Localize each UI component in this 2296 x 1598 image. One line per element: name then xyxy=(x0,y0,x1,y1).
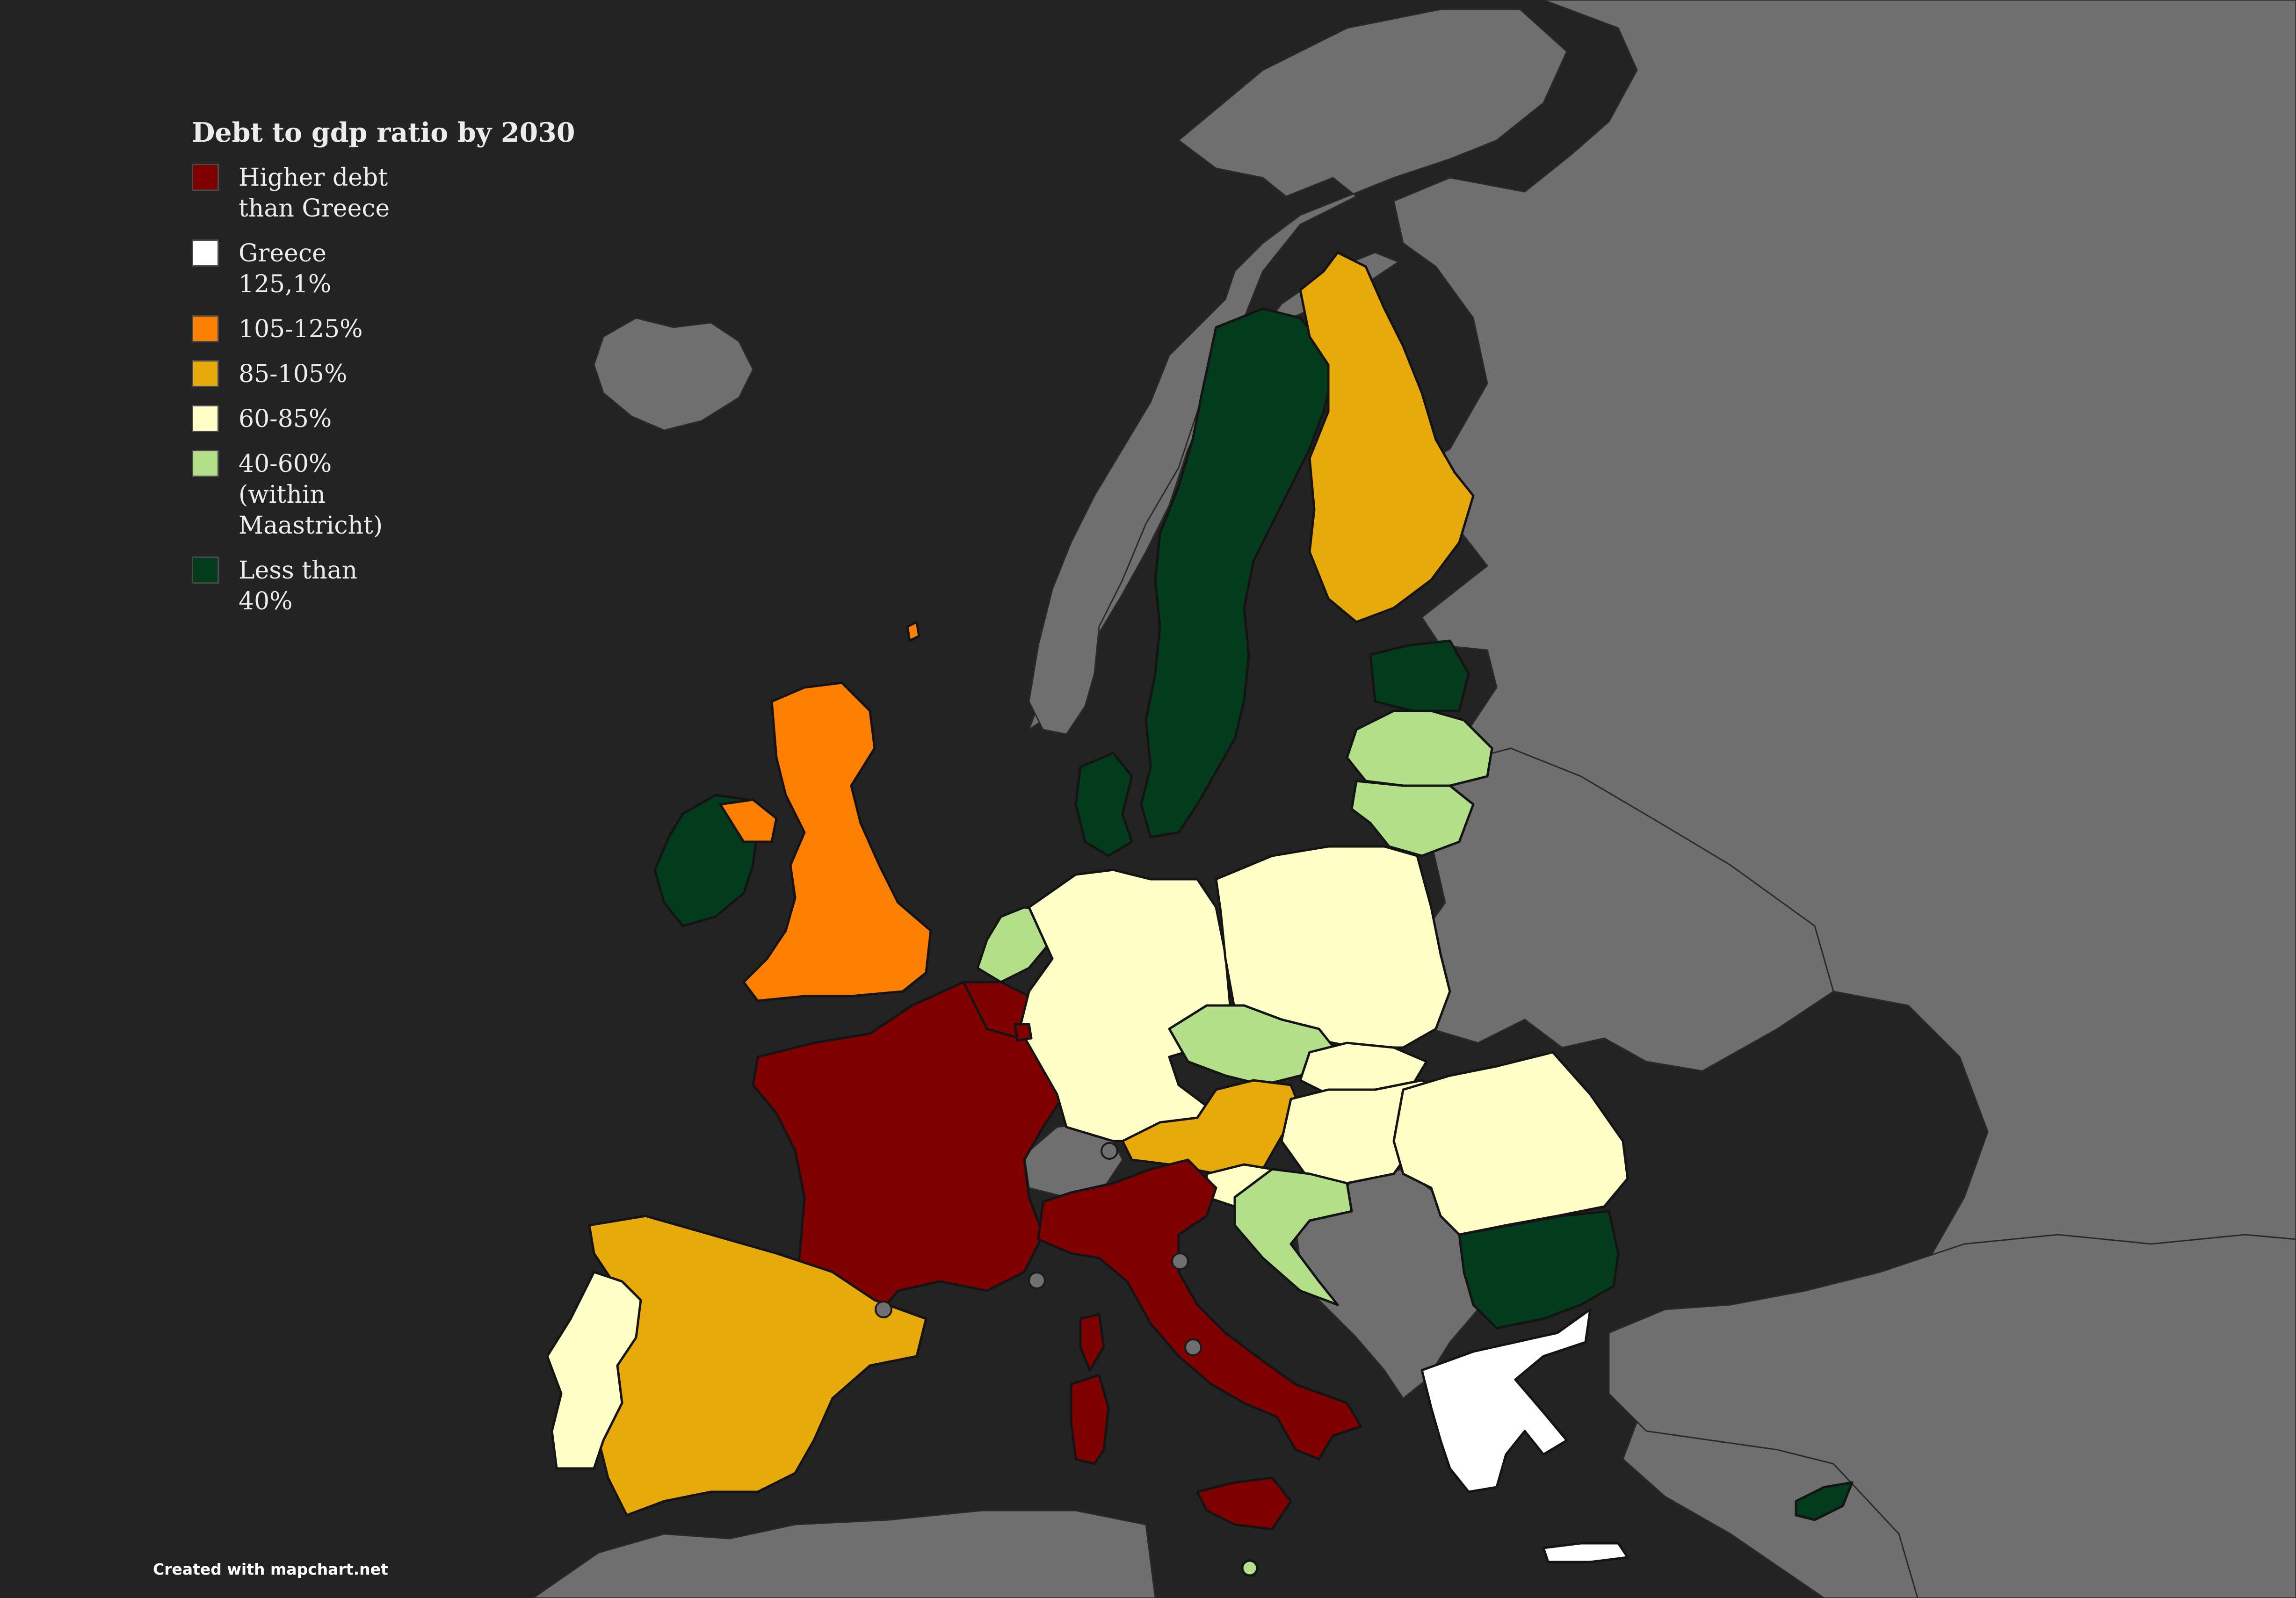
marker-andorra xyxy=(875,1301,892,1318)
legend-label: Greece 125,1% xyxy=(239,239,332,298)
legend-swatch xyxy=(192,239,219,267)
legend-label: Less than 40% xyxy=(239,557,358,615)
legend-item: 60-85% xyxy=(192,404,575,434)
legend-item: Less than 40% xyxy=(192,555,575,617)
legend-label: 40-60% (within Maastricht) xyxy=(239,450,383,540)
legend-label: Higher debt than Greece xyxy=(239,164,390,223)
country-cyprus xyxy=(1795,1481,1854,1521)
marker-vatican xyxy=(1184,1338,1202,1356)
country-ireland xyxy=(653,794,759,927)
country-portugal xyxy=(546,1271,642,1470)
legend-item: Higher debt than Greece xyxy=(192,162,575,224)
north-africa xyxy=(532,1510,1156,1598)
country-italy-sardinia xyxy=(1070,1374,1110,1465)
marker-monaco xyxy=(1028,1272,1046,1289)
country-denmark xyxy=(1074,752,1133,857)
legend-item: Greece 125,1% xyxy=(192,238,575,300)
country-greece xyxy=(1420,1308,1592,1493)
country-romania xyxy=(1392,1051,1629,1236)
legend-swatch xyxy=(192,164,219,191)
credit-text: Created with mapchart.net xyxy=(153,1560,388,1578)
country-northern-ireland xyxy=(719,798,778,843)
country-latvia xyxy=(1346,709,1493,787)
country-italy xyxy=(1037,1158,1362,1461)
map-legend: Debt to gdp ratio by 2030 Higher debt th… xyxy=(192,117,575,631)
legend-title: Debt to gdp ratio by 2030 xyxy=(192,117,575,148)
marker-san-marino xyxy=(1171,1252,1189,1270)
country-germany xyxy=(1018,868,1231,1142)
legend-item: 105-125% xyxy=(192,314,575,345)
iceland xyxy=(593,317,754,431)
country-finland xyxy=(1299,251,1475,623)
legend-swatch xyxy=(192,360,219,387)
country-bulgaria xyxy=(1458,1210,1620,1330)
microstate-markers xyxy=(875,1142,1202,1356)
country-italy-sicily xyxy=(1196,1476,1292,1531)
legend-swatch xyxy=(192,405,219,432)
legend-item: 85-105% xyxy=(192,359,575,390)
other-land xyxy=(532,0,2296,1598)
country-greece-crete xyxy=(1542,1542,1629,1563)
legend-label: 60-85% xyxy=(239,405,332,433)
marker-liechtenstein xyxy=(1101,1142,1118,1160)
country-malta xyxy=(1241,1559,1259,1577)
country-united-kingdom xyxy=(742,681,932,1002)
legend-swatch xyxy=(192,315,219,342)
country-croatia xyxy=(1233,1168,1353,1306)
country-poland xyxy=(1215,845,1451,1049)
country-italy-corsica xyxy=(1079,1313,1105,1372)
legend-swatch xyxy=(192,450,219,477)
country-faroe xyxy=(906,621,920,642)
legend-item: 40-60% (within Maastricht) xyxy=(192,448,575,541)
countries xyxy=(546,251,1854,1577)
northern-scandinavia xyxy=(1028,8,1568,735)
country-luxembourg xyxy=(1014,1023,1033,1042)
legend-swatch xyxy=(192,557,219,584)
country-estonia xyxy=(1369,639,1470,712)
turkey-middle-east xyxy=(1608,1234,2296,1598)
country-sweden xyxy=(1140,307,1334,839)
legend-label: 85-105% xyxy=(239,360,348,388)
country-lithuania xyxy=(1350,780,1475,857)
legend-label: 105-125% xyxy=(239,315,363,343)
